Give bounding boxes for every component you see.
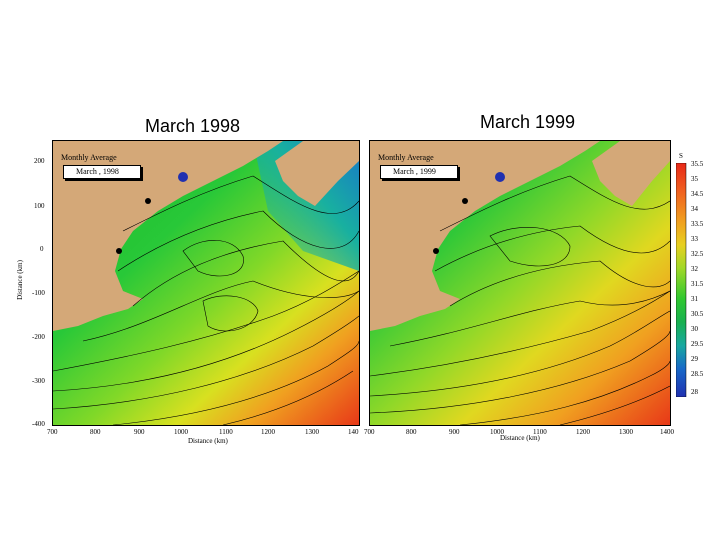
y-tick: -300 — [32, 377, 45, 385]
y-tick: 200 — [34, 157, 45, 165]
colorbar-tick: 28 — [691, 388, 698, 396]
x-tick: 1000 — [490, 428, 504, 436]
x-tick: 800 — [90, 428, 101, 436]
panel-title-1998: March 1998 — [145, 116, 241, 136]
colorbar-tick: 31 — [691, 295, 698, 303]
y-tick: -100 — [32, 289, 45, 297]
monthly-average-label: Monthly Average — [378, 153, 434, 162]
x-tick: 900 — [134, 428, 145, 436]
colorbar-tick: 29 — [691, 355, 698, 363]
x-tick: 900 — [449, 428, 460, 436]
x-tick: 1200 — [261, 428, 275, 436]
x-tick: 1000 — [174, 428, 188, 436]
colorbar-tick: 32.5 — [691, 250, 704, 258]
x-axis-title-left: Distance (km) — [188, 437, 228, 445]
monthly-average-label: Monthly Average — [61, 153, 117, 162]
x-tick: 1100 — [533, 428, 547, 436]
x-tick: 1100 — [219, 428, 233, 436]
contour-lines-1999 — [370, 175, 670, 425]
y-tick: 0 — [40, 245, 44, 253]
salinity-map-1998: Monthly Average March , 1998 — [52, 140, 360, 426]
colorbar-tick: 33 — [691, 235, 698, 243]
x-tick: 1300 — [305, 428, 319, 436]
month-box-1999: March , 1999 — [380, 165, 458, 179]
colorbar-tick: 30 — [691, 325, 698, 333]
colorbar-tick: 30.5 — [691, 310, 704, 318]
x-tick: 1300 — [619, 428, 633, 436]
x-tick: 1200 — [576, 428, 590, 436]
salinity-map-1999: Monthly Average March , 1999 — [369, 140, 671, 426]
y-tick: -200 — [32, 333, 45, 341]
x-tick: 800 — [406, 428, 417, 436]
y-tick: 100 — [34, 202, 45, 210]
colorbar-tick: 35 — [691, 175, 698, 183]
colorbar-tick: 34 — [691, 205, 698, 213]
colorbar-tick: 34.5 — [691, 190, 704, 198]
colorbar-tick: 35.5 — [691, 160, 704, 168]
salinity-field-1999 — [370, 141, 670, 425]
x-tick: 700 — [47, 428, 58, 436]
colorbar-tick: 31.5 — [691, 280, 704, 288]
x-axis-title-right: Distance (km) — [500, 434, 540, 442]
x-tick: 1400 — [660, 428, 674, 436]
colorbar-tick: 29.5 — [691, 340, 704, 348]
contour-lines-1998 — [53, 175, 359, 425]
x-tick: 140 — [348, 428, 359, 436]
x-tick: 700 — [364, 428, 375, 436]
y-tick: -400 — [32, 420, 45, 428]
salinity-field-1998 — [53, 141, 359, 425]
panel-title-1999: March 1999 — [480, 112, 576, 132]
salinity-colorbar — [676, 163, 687, 397]
colorbar-tick: 28.5 — [691, 370, 704, 378]
month-box-1998: March , 1998 — [63, 165, 141, 179]
colorbar-label: S — [679, 152, 683, 160]
colorbar-tick: 32 — [691, 265, 698, 273]
y-axis-title: Distance (km) — [15, 260, 24, 300]
colorbar-tick: 33.5 — [691, 220, 704, 228]
